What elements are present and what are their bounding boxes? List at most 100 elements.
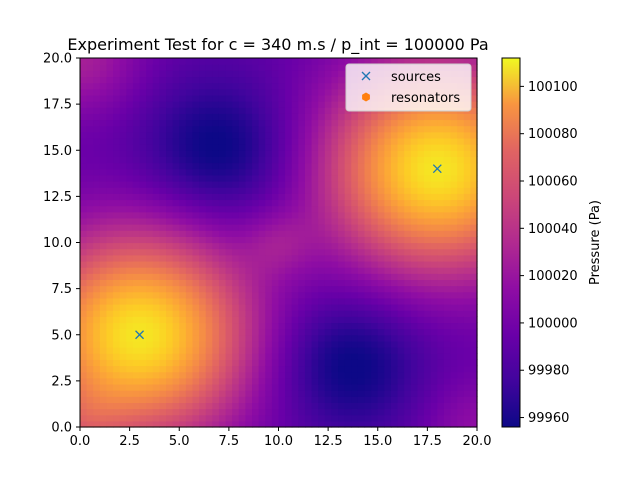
- heatmap-cell: [311, 402, 319, 410]
- heatmap-cell: [410, 260, 419, 268]
- heatmap-cell: [417, 236, 425, 244]
- heatmap-cell: [344, 340, 352, 348]
- heatmap-cell: [93, 260, 101, 268]
- heatmap-cell: [93, 371, 101, 379]
- heatmap-cell: [132, 199, 141, 207]
- heatmap-cell: [463, 242, 471, 250]
- heatmap-cell: [199, 267, 207, 274]
- heatmap-cell: [344, 279, 352, 287]
- heatmap-cell: [338, 119, 346, 127]
- heatmap-cell: [364, 150, 372, 157]
- heatmap-cell: [357, 371, 366, 379]
- heatmap-cell: [139, 390, 147, 397]
- heatmap-cell: [463, 279, 471, 287]
- heatmap-cell: [450, 131, 458, 139]
- heatmap-cell: [252, 211, 260, 219]
- heatmap-cell: [172, 359, 180, 367]
- heatmap-cell: [265, 273, 273, 280]
- heatmap-cell: [199, 291, 207, 299]
- heatmap-cell: [410, 193, 419, 201]
- heatmap-cell: [384, 230, 392, 237]
- heatmap-cell: [205, 156, 213, 164]
- heatmap-cell: [185, 420, 194, 428]
- heatmap-cell: [119, 107, 127, 114]
- heatmap-cell: [232, 58, 240, 65]
- heatmap-cell: [410, 359, 419, 367]
- heatmap-cell: [245, 205, 253, 213]
- heatmap-cell: [424, 371, 432, 379]
- heatmap-cell: [430, 205, 438, 213]
- heatmap-cell: [384, 162, 392, 170]
- heatmap-cell: [119, 174, 127, 182]
- heatmap-cell: [285, 107, 293, 114]
- heatmap-cell: [450, 260, 458, 268]
- heatmap-cell: [450, 267, 458, 274]
- heatmap-cell: [99, 88, 108, 96]
- heatmap-cell: [152, 273, 160, 280]
- heatmap-cell: [364, 402, 372, 410]
- heatmap-cell: [172, 107, 180, 114]
- heatmap-cell: [179, 402, 187, 410]
- heatmap-cell: [291, 310, 299, 317]
- heatmap-cell: [146, 347, 154, 354]
- heatmap-cell: [324, 304, 333, 311]
- heatmap-cell: [126, 113, 134, 121]
- heatmap-cell: [417, 328, 425, 336]
- heatmap-cell: [338, 328, 346, 336]
- heatmap-cell: [298, 402, 306, 410]
- heatmap-cell: [457, 137, 465, 145]
- heatmap-cell: [443, 383, 452, 391]
- heatmap-cell: [318, 279, 326, 287]
- heatmap-cell: [424, 230, 432, 237]
- heatmap-cell: [132, 365, 141, 373]
- heatmap-cell: [86, 402, 94, 410]
- heatmap-cell: [159, 353, 167, 360]
- heatmap-cell: [225, 217, 233, 225]
- heatmap-cell: [311, 113, 319, 121]
- heatmap-cell: [218, 353, 227, 360]
- heatmap-cell: [159, 205, 167, 213]
- heatmap-cell: [404, 365, 412, 373]
- heatmap-cell: [139, 365, 147, 373]
- heatmap-cell: [99, 230, 108, 237]
- heatmap-cell: [285, 94, 293, 102]
- heatmap-cell: [390, 254, 399, 262]
- heatmap-cell: [311, 144, 319, 151]
- heatmap-cell: [159, 340, 167, 348]
- heatmap-cell: [304, 76, 313, 84]
- heatmap-cell: [245, 260, 253, 268]
- heatmap-cell: [245, 82, 253, 90]
- heatmap-cell: [139, 267, 147, 274]
- heatmap-cell: [146, 230, 154, 237]
- heatmap-cell: [232, 70, 240, 78]
- heatmap-cell: [331, 267, 339, 274]
- heatmap-cell: [93, 205, 101, 213]
- heatmap-cell: [285, 230, 293, 237]
- heatmap-cell: [278, 414, 286, 422]
- heatmap-cell: [192, 70, 200, 78]
- heatmap-cell: [232, 291, 240, 299]
- heatmap-cell: [285, 334, 293, 342]
- heatmap-cell: [86, 64, 94, 71]
- heatmap-cell: [225, 310, 233, 317]
- heatmap-cell: [397, 291, 405, 299]
- heatmap-cell: [450, 162, 458, 170]
- heatmap-cell: [463, 150, 471, 157]
- heatmap-cell: [404, 353, 412, 360]
- heatmap-cell: [152, 365, 160, 373]
- heatmap-cell: [80, 291, 88, 299]
- heatmap-cell: [199, 383, 207, 391]
- heatmap-cell: [430, 137, 438, 145]
- heatmap-cell: [192, 150, 200, 157]
- heatmap-cell: [93, 58, 101, 65]
- heatmap-cell: [119, 205, 127, 213]
- heatmap-cell: [80, 150, 88, 157]
- heatmap-cell: [344, 383, 352, 391]
- y-tick-label: 15.0: [43, 144, 72, 159]
- heatmap-cell: [470, 248, 478, 256]
- heatmap-cell: [424, 168, 432, 176]
- heatmap-cell: [351, 137, 359, 145]
- heatmap-cell: [139, 150, 147, 157]
- heatmap-cell: [132, 377, 141, 385]
- heatmap-cell: [364, 347, 372, 354]
